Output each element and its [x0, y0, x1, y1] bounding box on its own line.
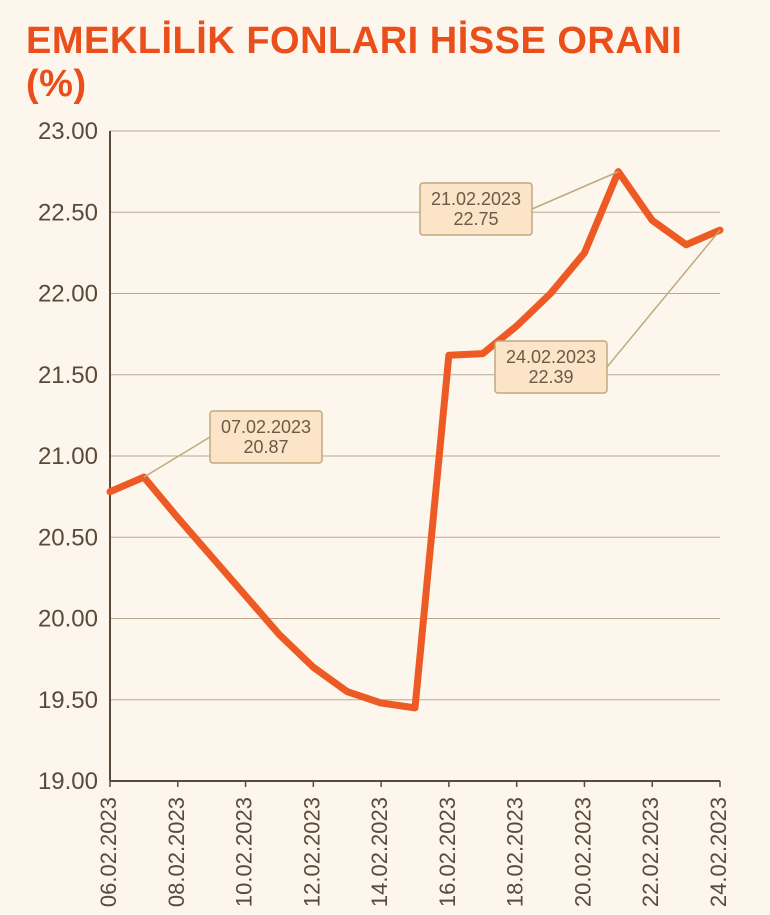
line-chart-svg: 19.00 19.50 20.00 20.50 21.00 21.50 22.00 22.50… [20, 121, 740, 915]
svg-text:12.02.2023: 12.02.2023 [299, 797, 324, 907]
svg-text:06.02.2023: 06.02.2023 [96, 797, 121, 907]
svg-text:24.02.2023: 24.02.2023 [706, 797, 731, 907]
svg-text:22.75: 22.75 [453, 209, 498, 229]
chart-plot: 19.00 19.50 20.00 20.50 21.00 21.50 22.00 22.50… [20, 121, 740, 915]
svg-text:24.02.2023: 24.02.2023 [506, 347, 596, 367]
svg-text:21.00: 21.00 [38, 443, 98, 470]
svg-text:22.00: 22.00 [38, 281, 98, 308]
svg-text:22.50: 22.50 [38, 199, 98, 226]
svg-text:22.39: 22.39 [528, 367, 573, 387]
svg-text:22.02.2023: 22.02.2023 [638, 797, 663, 907]
svg-text:19.50: 19.50 [38, 687, 98, 714]
svg-text:07.02.2023: 07.02.2023 [221, 417, 311, 437]
svg-text:10.02.2023: 10.02.2023 [232, 797, 257, 907]
svg-text:20.00: 20.00 [38, 606, 98, 633]
svg-text:16.02.2023: 16.02.2023 [435, 797, 460, 907]
svg-text:08.02.2023: 08.02.2023 [164, 797, 189, 907]
svg-text:20.50: 20.50 [38, 524, 98, 551]
svg-text:23.00: 23.00 [38, 121, 98, 145]
svg-text:21.02.2023: 21.02.2023 [431, 189, 521, 209]
chart-container: EMEKLİLİK FONLARI HİSSE ORANI (%) 19.001… [0, 0, 770, 915]
svg-text:20.87: 20.87 [243, 437, 288, 457]
svg-text:20.02.2023: 20.02.2023 [570, 797, 595, 907]
svg-text:14.02.2023: 14.02.2023 [367, 797, 392, 907]
chart-title: EMEKLİLİK FONLARI HİSSE ORANI (%) [26, 20, 750, 106]
svg-text:18.02.2023: 18.02.2023 [503, 797, 528, 907]
svg-text:21.50: 21.50 [38, 362, 98, 389]
svg-text:19.00: 19.00 [38, 768, 98, 795]
